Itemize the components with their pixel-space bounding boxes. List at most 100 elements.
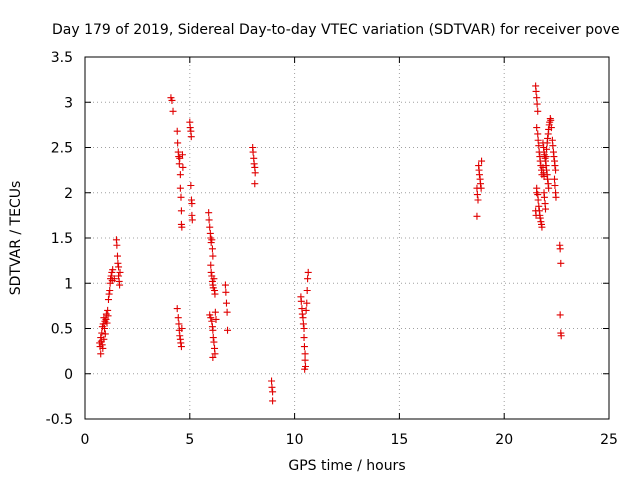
data-point bbox=[207, 314, 215, 322]
data-point bbox=[304, 275, 312, 283]
data-point bbox=[545, 184, 553, 192]
data-point bbox=[205, 209, 213, 217]
data-point bbox=[301, 356, 309, 364]
data-point bbox=[209, 252, 217, 260]
data-point bbox=[533, 94, 541, 102]
data-point bbox=[477, 184, 485, 192]
data-point bbox=[547, 124, 555, 132]
data-point bbox=[176, 332, 184, 340]
data-point bbox=[298, 310, 306, 318]
data-point bbox=[534, 130, 542, 138]
data-point bbox=[550, 153, 558, 161]
data-point bbox=[177, 207, 185, 215]
data-point bbox=[552, 193, 560, 201]
data-point bbox=[205, 216, 213, 224]
data-point bbox=[552, 166, 560, 174]
data-point bbox=[299, 320, 307, 328]
data-point bbox=[304, 268, 312, 276]
data-point bbox=[474, 196, 482, 204]
data-point bbox=[538, 223, 546, 231]
data-point bbox=[100, 335, 108, 343]
data-point bbox=[534, 107, 542, 115]
y-axis-title: SDTVAR / TECUs bbox=[8, 181, 24, 296]
data-point bbox=[176, 171, 184, 179]
x-tick-label: 15 bbox=[390, 432, 408, 448]
x-tick-label: 10 bbox=[286, 432, 304, 448]
data-point bbox=[535, 142, 543, 150]
data-point bbox=[116, 281, 124, 289]
data-point bbox=[186, 124, 194, 132]
data-point bbox=[533, 100, 541, 108]
data-point bbox=[222, 299, 230, 307]
data-point bbox=[174, 314, 182, 322]
data-point bbox=[174, 139, 182, 147]
data-point bbox=[535, 202, 543, 210]
data-point bbox=[98, 329, 106, 337]
data-point bbox=[177, 193, 185, 201]
data-point bbox=[302, 306, 310, 314]
data-point bbox=[478, 157, 486, 165]
data-point bbox=[210, 338, 218, 346]
data-point bbox=[178, 223, 186, 231]
data-point bbox=[300, 343, 308, 351]
x-tick-label: 20 bbox=[495, 432, 513, 448]
y-tick-label: 1.5 bbox=[51, 231, 73, 247]
plot-frame bbox=[84, 56, 610, 420]
y-tick-label: 0 bbox=[64, 367, 73, 383]
data-point bbox=[301, 350, 309, 358]
data-point bbox=[207, 261, 215, 269]
y-tick-label: -0.5 bbox=[46, 412, 73, 428]
y-tick-label: 2 bbox=[64, 186, 73, 202]
data-point bbox=[301, 365, 309, 373]
data-point bbox=[208, 245, 216, 253]
data-point bbox=[209, 326, 217, 334]
data-point bbox=[116, 268, 124, 276]
data-point bbox=[188, 200, 196, 208]
data-point bbox=[556, 311, 564, 319]
data-point bbox=[300, 334, 308, 342]
y-tick-label: 2.5 bbox=[51, 141, 73, 157]
axis-ticks bbox=[84, 56, 610, 420]
data-point bbox=[268, 383, 276, 391]
data-point bbox=[173, 127, 181, 135]
data-point bbox=[541, 157, 549, 165]
data-point bbox=[113, 252, 121, 260]
data-point bbox=[269, 388, 277, 396]
data-point bbox=[534, 196, 542, 204]
data-point bbox=[475, 171, 483, 179]
data-point bbox=[532, 211, 540, 219]
data-point bbox=[224, 326, 232, 334]
data-point bbox=[540, 172, 548, 180]
data-point bbox=[110, 275, 118, 283]
data-point bbox=[178, 151, 186, 159]
x-tick-label: 25 bbox=[600, 432, 618, 448]
data-point bbox=[299, 314, 307, 322]
data-markers bbox=[96, 82, 565, 405]
data-point bbox=[179, 163, 187, 171]
data-point bbox=[544, 134, 552, 142]
data-point bbox=[532, 87, 540, 95]
data-point bbox=[303, 286, 311, 294]
data-point bbox=[105, 290, 113, 298]
x-tick-label: 0 bbox=[81, 432, 90, 448]
data-point bbox=[211, 308, 219, 316]
data-point bbox=[109, 266, 117, 274]
data-point bbox=[551, 175, 559, 183]
y-tick-label: 1 bbox=[64, 276, 73, 292]
x-tick-label: 5 bbox=[185, 432, 194, 448]
data-point bbox=[115, 263, 123, 271]
data-point bbox=[208, 236, 216, 244]
data-point bbox=[557, 332, 565, 340]
data-point bbox=[212, 315, 220, 323]
x-tick-labels: 0 5 10 15 20 25 bbox=[81, 432, 618, 448]
data-point bbox=[176, 184, 184, 192]
data-point bbox=[477, 180, 485, 188]
data-point bbox=[549, 142, 557, 150]
data-point bbox=[175, 320, 183, 328]
data-point bbox=[97, 334, 105, 342]
data-point bbox=[103, 319, 111, 327]
data-point bbox=[542, 153, 550, 161]
data-point bbox=[249, 148, 257, 156]
data-point bbox=[168, 96, 176, 104]
